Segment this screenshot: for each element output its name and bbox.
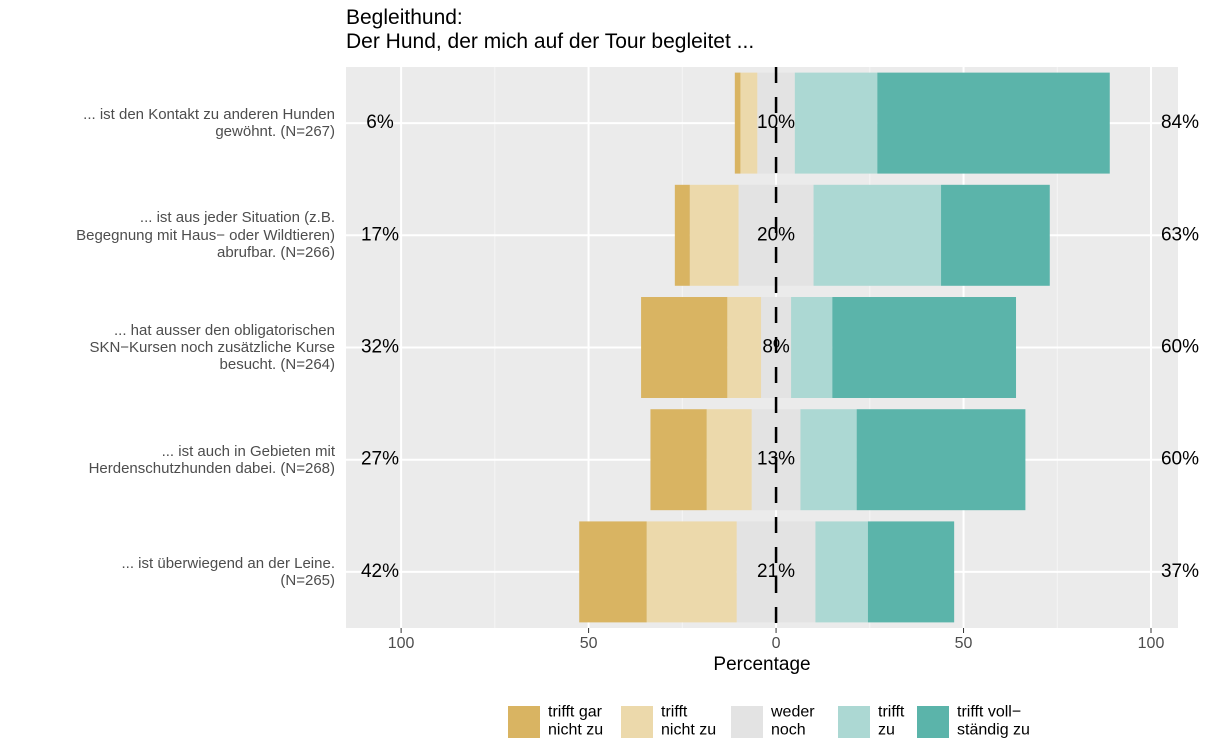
bar-segment — [877, 72, 1110, 174]
legend-label: trifft nicht zu — [661, 703, 717, 739]
x-tick-label: 100 — [388, 635, 415, 652]
category-label: ... ist den Kontakt zu anderen Hunden ge… — [83, 105, 335, 141]
category-label: ... ist auch in Gebieten mit Herdenschut… — [88, 442, 335, 477]
bar-segment — [856, 409, 1026, 511]
bar-segment — [689, 184, 739, 286]
high-total-label: 84% — [1161, 112, 1199, 133]
neutral-total-label: 21% — [757, 561, 795, 582]
bar-segment — [641, 297, 728, 398]
bar-segment — [579, 521, 647, 623]
x-axis-label: Percentage — [713, 654, 810, 675]
neutral-total-label: 20% — [757, 224, 795, 245]
legend-swatch — [621, 706, 653, 738]
bar-segment — [815, 521, 868, 623]
bar-segment — [791, 297, 833, 398]
legend-label: trifft zu — [878, 703, 905, 739]
bar-segment — [674, 184, 690, 286]
high-total-label: 63% — [1161, 224, 1199, 245]
legend-label: trifft gar nicht zu — [548, 703, 604, 739]
low-total-label: 27% — [361, 449, 399, 470]
legend-swatch — [731, 706, 763, 738]
bar-segment — [727, 297, 762, 398]
bar-segment — [757, 72, 795, 174]
category-label: ... ist überwiegend an der Leine. (N=265… — [121, 554, 335, 589]
legend-swatch — [917, 706, 949, 738]
bar-segment — [736, 521, 816, 623]
bar-segment — [813, 184, 942, 286]
high-total-label: 37% — [1161, 561, 1199, 582]
bar-segment — [941, 184, 1050, 286]
legend-swatch — [508, 706, 540, 738]
bar-segment — [706, 409, 752, 511]
bar-segment — [734, 72, 741, 174]
bar-segment — [832, 297, 1017, 398]
bar-segment — [867, 521, 955, 623]
bar-segment — [646, 521, 737, 623]
x-tick-label: 50 — [955, 635, 973, 652]
x-tick-label: 0 — [772, 635, 781, 652]
x-tick-label: 50 — [580, 635, 598, 652]
bar-segment — [650, 409, 707, 511]
low-total-label: 42% — [361, 561, 399, 582]
low-total-label: 32% — [361, 337, 399, 358]
category-label: ... hat ausser den obligatorischen SKN−K… — [89, 321, 335, 374]
bar-segment — [740, 72, 758, 174]
low-total-label: 6% — [366, 112, 394, 133]
low-total-label: 17% — [361, 224, 399, 245]
high-total-label: 60% — [1161, 449, 1199, 470]
legend-label: trifft voll− ständig zu — [957, 703, 1030, 739]
bar-segment — [800, 409, 857, 511]
chart-title: Begleithund: Der Hund, der mich auf der … — [346, 6, 755, 54]
category-label: ... ist aus jeder Situation (z.B. Begegn… — [76, 209, 335, 261]
neutral-total-label: 10% — [757, 112, 795, 133]
bar-segment — [794, 72, 878, 174]
x-tick-label: 100 — [1138, 635, 1165, 652]
legend-label: weder noch — [771, 703, 815, 739]
high-total-label: 60% — [1161, 337, 1199, 358]
legend-swatch — [838, 706, 870, 738]
